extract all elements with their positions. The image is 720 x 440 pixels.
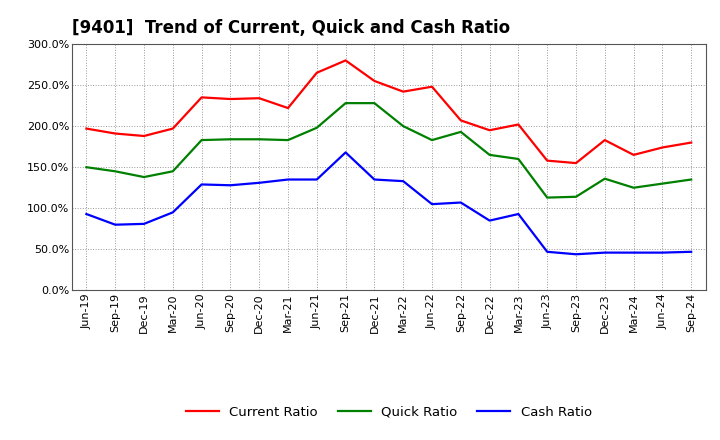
Quick Ratio bbox=[226, 137, 235, 142]
Quick Ratio bbox=[284, 137, 292, 143]
Quick Ratio bbox=[658, 181, 667, 186]
Quick Ratio bbox=[168, 169, 177, 174]
Current Ratio bbox=[514, 122, 523, 127]
Current Ratio bbox=[485, 128, 494, 133]
Cash Ratio bbox=[111, 222, 120, 227]
Quick Ratio bbox=[341, 100, 350, 106]
Cash Ratio bbox=[428, 202, 436, 207]
Cash Ratio bbox=[140, 221, 148, 227]
Current Ratio bbox=[600, 137, 609, 143]
Cash Ratio bbox=[82, 211, 91, 216]
Cash Ratio bbox=[168, 210, 177, 215]
Quick Ratio bbox=[312, 125, 321, 130]
Current Ratio bbox=[399, 89, 408, 94]
Quick Ratio bbox=[255, 137, 264, 142]
Quick Ratio bbox=[82, 165, 91, 170]
Quick Ratio bbox=[572, 194, 580, 199]
Cash Ratio bbox=[658, 250, 667, 255]
Quick Ratio bbox=[370, 100, 379, 106]
Quick Ratio bbox=[111, 169, 120, 174]
Current Ratio bbox=[658, 145, 667, 150]
Current Ratio bbox=[284, 106, 292, 111]
Current Ratio bbox=[197, 95, 206, 100]
Quick Ratio bbox=[600, 176, 609, 181]
Cash Ratio bbox=[629, 250, 638, 255]
Cash Ratio bbox=[312, 177, 321, 182]
Cash Ratio bbox=[370, 177, 379, 182]
Current Ratio bbox=[687, 140, 696, 145]
Quick Ratio bbox=[543, 195, 552, 200]
Current Ratio bbox=[111, 131, 120, 136]
Current Ratio bbox=[543, 158, 552, 163]
Line: Quick Ratio: Quick Ratio bbox=[86, 103, 691, 198]
Cash Ratio bbox=[514, 211, 523, 216]
Quick Ratio bbox=[428, 137, 436, 143]
Current Ratio bbox=[226, 96, 235, 102]
Current Ratio bbox=[370, 78, 379, 84]
Current Ratio bbox=[572, 161, 580, 166]
Cash Ratio bbox=[399, 179, 408, 184]
Quick Ratio bbox=[514, 156, 523, 161]
Cash Ratio bbox=[456, 200, 465, 205]
Cash Ratio bbox=[687, 249, 696, 254]
Cash Ratio bbox=[572, 252, 580, 257]
Quick Ratio bbox=[485, 152, 494, 158]
Cash Ratio bbox=[485, 218, 494, 223]
Cash Ratio bbox=[600, 250, 609, 255]
Current Ratio bbox=[312, 70, 321, 75]
Current Ratio bbox=[140, 133, 148, 139]
Current Ratio bbox=[629, 152, 638, 158]
Line: Current Ratio: Current Ratio bbox=[86, 60, 691, 163]
Text: [9401]  Trend of Current, Quick and Cash Ratio: [9401] Trend of Current, Quick and Cash … bbox=[72, 19, 510, 37]
Quick Ratio bbox=[456, 129, 465, 135]
Quick Ratio bbox=[629, 185, 638, 191]
Cash Ratio bbox=[284, 177, 292, 182]
Cash Ratio bbox=[226, 183, 235, 188]
Current Ratio bbox=[456, 118, 465, 123]
Current Ratio bbox=[428, 84, 436, 89]
Cash Ratio bbox=[543, 249, 552, 254]
Current Ratio bbox=[168, 126, 177, 131]
Current Ratio bbox=[82, 126, 91, 131]
Quick Ratio bbox=[197, 137, 206, 143]
Cash Ratio bbox=[197, 182, 206, 187]
Current Ratio bbox=[341, 58, 350, 63]
Quick Ratio bbox=[687, 177, 696, 182]
Quick Ratio bbox=[140, 174, 148, 180]
Current Ratio bbox=[255, 95, 264, 101]
Legend: Current Ratio, Quick Ratio, Cash Ratio: Current Ratio, Quick Ratio, Cash Ratio bbox=[181, 400, 597, 424]
Cash Ratio bbox=[341, 150, 350, 155]
Line: Cash Ratio: Cash Ratio bbox=[86, 152, 691, 254]
Quick Ratio bbox=[399, 124, 408, 129]
Cash Ratio bbox=[255, 180, 264, 185]
